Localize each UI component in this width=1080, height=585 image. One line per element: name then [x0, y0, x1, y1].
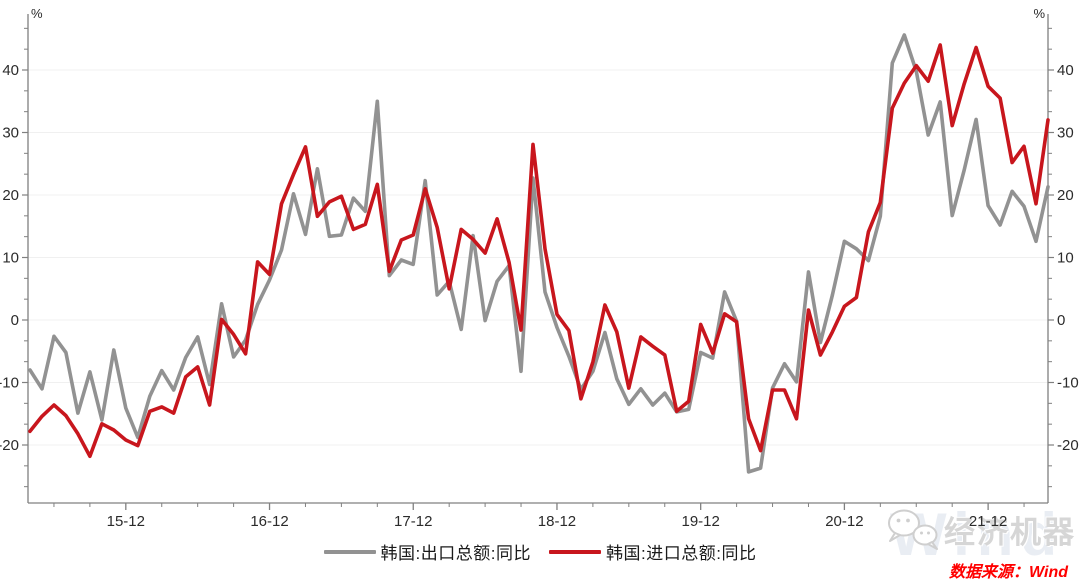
y-tick-label-left-10: 10 — [2, 250, 19, 267]
x-tick-label-18-12: 18-12 — [538, 513, 576, 530]
y-tick-label-right-20: 20 — [1057, 187, 1074, 204]
x-tick-label-16-12: 16-12 — [250, 513, 288, 530]
y-tick-label-right--20: -20 — [1057, 437, 1079, 454]
wechat-icon — [888, 509, 938, 550]
imports-legend-label: 韩国:进口总额:同比 — [606, 544, 757, 563]
y-tick-label-right--10: -10 — [1057, 375, 1079, 392]
y-tick-label-right-40: 40 — [1057, 62, 1074, 79]
x-tick-label-20-12: 20-12 — [825, 513, 863, 530]
exports-line-swatch — [323, 549, 376, 554]
legend-item-exports: 韩国:出口总额:同比 — [323, 539, 531, 564]
y-tick-label-left--20: -20 — [0, 437, 19, 454]
y-tick-label-left-20: 20 — [2, 187, 19, 204]
x-tick-label-19-12: 19-12 — [681, 513, 719, 530]
wechat-account-watermark: 经济机器 — [882, 506, 1076, 552]
x-tick-label-17-12: 17-12 — [394, 513, 432, 530]
y-tick-label-left--10: -10 — [0, 375, 19, 392]
y-tick-label-right-0: 0 — [1057, 312, 1065, 329]
y-tick-label-right-10: 10 — [1057, 250, 1074, 267]
wechat-account-name: 经济机器 — [944, 514, 1076, 550]
y-tick-label-left-0: 0 — [11, 312, 19, 329]
y-axis-unit-right: % — [1033, 6, 1045, 21]
exports-line — [28, 33, 1050, 474]
y-axis-unit-left: % — [31, 6, 43, 21]
chart-legend: 韩国:出口总额:同比 韩国:进口总额:同比 — [0, 539, 1080, 564]
x-tick-label-15-12: 15-12 — [107, 513, 145, 530]
data-source-label: 数据来源：Wind — [949, 564, 1068, 581]
y-tick-label-left-30: 30 — [2, 125, 19, 142]
exports-legend-label: 韩国:出口总额:同比 — [380, 544, 531, 563]
y-tick-label-right-30: 30 — [1057, 125, 1074, 142]
imports-line-swatch — [549, 549, 601, 554]
imports-line — [28, 43, 1050, 459]
y-tick-label-left-40: 40 — [2, 62, 19, 79]
legend-item-imports: 韩国:进口总额:同比 — [549, 539, 756, 564]
x-tick-label-21-12: 21-12 — [969, 513, 1007, 530]
